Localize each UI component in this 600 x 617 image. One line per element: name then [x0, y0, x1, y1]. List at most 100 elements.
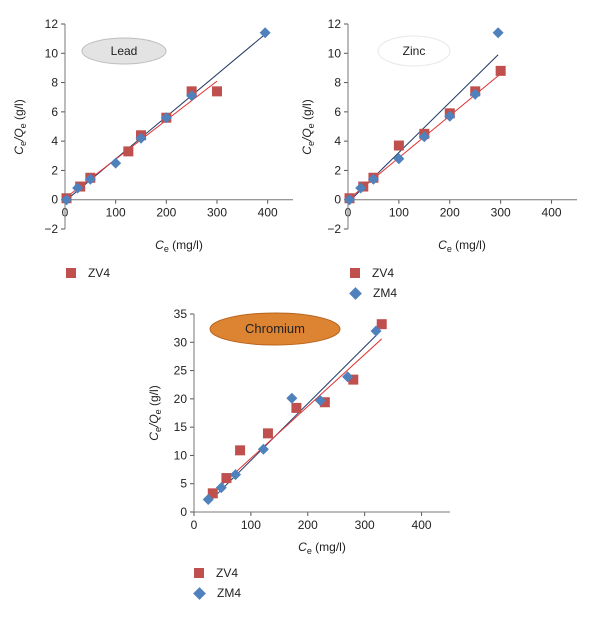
x-tick-label: 200 — [440, 206, 460, 220]
y-tick-label: 5 — [180, 477, 187, 491]
legend-label: ZM4 — [373, 286, 397, 300]
x-tick-label: 300 — [207, 206, 227, 220]
y-tick-label: 2 — [51, 163, 58, 177]
zm4-point — [61, 194, 73, 206]
zv4-point — [262, 428, 273, 439]
chart-chromium: 0 5 10 15 20 25 30 35 0 100 200 300 400 Chromium Ce (m… — [147, 307, 450, 556]
zv4-point — [221, 473, 232, 484]
zm4-point — [230, 469, 242, 481]
zm4-point — [84, 173, 96, 185]
y-tick-label: 0 — [334, 193, 341, 207]
y-tick-label: 30 — [174, 335, 188, 349]
zm4-point — [393, 153, 405, 165]
zm4-point — [160, 112, 172, 124]
zm4-point — [370, 325, 382, 337]
x-tick-label: 400 — [258, 206, 278, 220]
zm4-point — [342, 371, 354, 383]
zm4-point — [314, 395, 326, 407]
y-tick-label: 10 — [174, 448, 188, 462]
metal-badge-label: Chromium — [245, 321, 305, 336]
legend-chromium: ZV4 ZM4 — [193, 563, 241, 603]
legend-square-marker — [194, 568, 204, 578]
zm4-point — [344, 194, 356, 206]
y-tick-label: 10 — [328, 46, 342, 60]
y-tick-label: 12 — [45, 17, 59, 31]
legend-label: ZV4 — [216, 566, 239, 580]
metal-badge — [209, 312, 341, 346]
y-tick-label: 12 — [328, 17, 342, 31]
x-tick-label: 100 — [241, 518, 261, 532]
y-tick-label: 6 — [51, 105, 58, 119]
zv4-point — [123, 146, 134, 157]
zm4-point — [110, 157, 122, 169]
y-tick-label: −2 — [327, 222, 341, 236]
zv4-point — [207, 488, 218, 499]
zm4-point — [367, 173, 379, 185]
x-tick-label: 100 — [389, 206, 409, 220]
y-tick-label: 15 — [174, 420, 188, 434]
y-tick-label: 4 — [334, 134, 341, 148]
legend-item-zv4: ZV4 — [66, 263, 110, 283]
x-tick-label: 300 — [491, 206, 511, 220]
y-tick-label: 20 — [174, 392, 188, 406]
zm4-point — [259, 27, 271, 39]
legend-zinc: ZV4 ZM4 — [349, 263, 397, 303]
legend-diamond-marker — [349, 286, 362, 300]
legend-item-zm4: ZM4 — [349, 283, 397, 303]
zv4-point — [291, 402, 302, 413]
zv4-point — [212, 86, 222, 97]
zm4-point — [257, 443, 269, 455]
zm4-point — [72, 182, 84, 194]
x-tick-label: 400 — [412, 518, 432, 532]
y-tick-label: 6 — [334, 105, 341, 119]
zm4-point — [355, 182, 367, 194]
x-tick-label: 300 — [355, 518, 375, 532]
x-tick-label: 100 — [106, 206, 126, 220]
zv4-point — [319, 397, 330, 408]
x-axis-label: Ce (mg/l) — [155, 238, 203, 254]
x-tick-label: 200 — [298, 518, 318, 532]
y-axis-label: Ce/Qe (g/l) — [147, 385, 163, 440]
metal-badge — [377, 35, 451, 67]
y-tick-label: 4 — [51, 134, 58, 148]
x-axis-label: Ce (mg/l) — [298, 540, 346, 556]
y-tick-label: 0 — [51, 193, 58, 207]
y-tick-label: −2 — [44, 222, 58, 236]
legend-label: ZV4 — [88, 266, 111, 280]
legend-item-zv4: ZV4 — [194, 563, 241, 583]
metal-badge-label: Zinc — [403, 44, 426, 58]
legend-lead: ZV4 — [66, 263, 110, 283]
y-tick-label: 25 — [174, 364, 188, 378]
zm4-point — [135, 132, 147, 144]
y-tick-label: 2 — [334, 163, 341, 177]
zv4-point — [348, 374, 359, 385]
metal-badge — [81, 37, 167, 65]
legend-label: ZM4 — [217, 586, 241, 600]
y-axis-label: Ce/Qe (g/l) — [300, 99, 316, 154]
x-tick-label: 400 — [542, 206, 562, 220]
x-tick-label: 200 — [156, 206, 176, 220]
legend-square-marker — [66, 268, 76, 278]
zm4-point — [418, 131, 430, 143]
zm4-point — [492, 27, 504, 39]
y-axis-label: Ce/Qe (g/l) — [12, 99, 28, 154]
metal-badge-label: Lead — [111, 44, 138, 58]
y-tick-label: 0 — [180, 505, 187, 519]
zm4-point — [202, 494, 214, 506]
chart-lead: −20246810120100200300400LeadCe (mg/l)Ce/… — [12, 17, 293, 254]
legend-diamond-marker — [193, 586, 206, 600]
x-tick-label: 0 — [191, 518, 198, 532]
zv4-point — [393, 140, 404, 151]
zv4-point — [235, 445, 246, 456]
y-tick-label: 8 — [334, 76, 341, 90]
legend-item-zm4: ZM4 — [193, 583, 241, 603]
y-tick-label: 10 — [45, 46, 59, 60]
legend-square-marker — [350, 268, 360, 278]
x-axis-label: Ce (mg/l) — [438, 238, 486, 254]
chart-zinc: −20246810120100200300400ZincCe (mg/l)Ce/… — [300, 17, 577, 254]
zv4-point — [376, 319, 387, 330]
legend-item-zv4: ZV4 — [350, 263, 397, 283]
zm4-point — [215, 482, 227, 494]
y-tick-label: 8 — [51, 76, 58, 90]
